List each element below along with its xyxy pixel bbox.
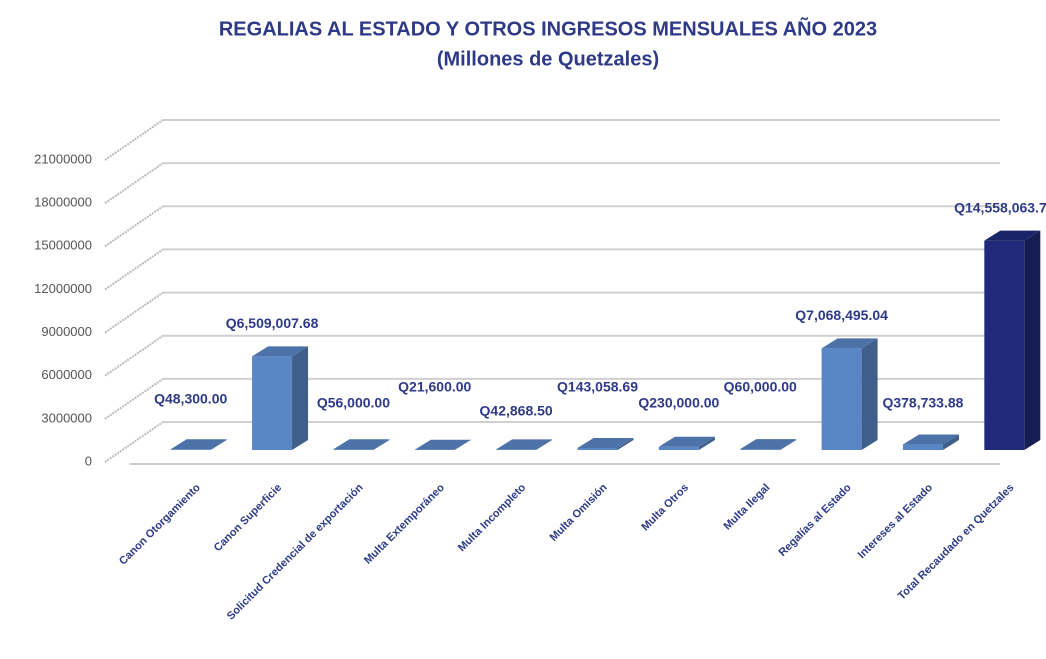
bar-top xyxy=(577,437,634,448)
bar-top xyxy=(252,346,309,357)
bar-top xyxy=(170,439,227,450)
value-label: Q143,058.69 xyxy=(557,379,638,395)
bar xyxy=(658,446,699,450)
y-tick-label: 21000000 xyxy=(34,151,92,166)
bar-side xyxy=(292,346,309,450)
value-label: Q230,000.00 xyxy=(638,395,719,411)
x-tick-label: Regalías al Estado xyxy=(777,482,854,559)
chart-title: REGALIAS AL ESTADO Y OTROS INGRESOS MENS… xyxy=(219,17,877,40)
x-tick-label: Solicitud Credencial de exportación xyxy=(225,481,366,622)
chart-subtitle: (Millones de Quetzales) xyxy=(437,48,659,70)
x-tick-label: Intereses al Estado xyxy=(856,482,936,562)
bar-top xyxy=(496,439,553,450)
y-tick-label: 15000000 xyxy=(34,238,92,253)
bar-side xyxy=(698,436,715,450)
x-tick-label: Multa Ilegal xyxy=(722,482,773,533)
value-label: Q48,300.00 xyxy=(154,391,227,407)
bar-side xyxy=(1024,230,1041,450)
value-label: Q21,600.00 xyxy=(398,379,471,395)
bar-side xyxy=(373,439,390,450)
bar-top xyxy=(740,439,797,450)
bar-top xyxy=(984,230,1041,241)
x-tick-label: Multa Omisión xyxy=(548,481,610,543)
x-tick-label: Multa Extemporáneo xyxy=(362,481,447,566)
grid-line-depth xyxy=(104,248,164,291)
bar-top xyxy=(902,434,959,445)
grid-line-depth xyxy=(104,378,164,420)
bar-side xyxy=(861,338,878,450)
value-label: Q60,000.00 xyxy=(724,379,797,395)
value-label: Q378,733.88 xyxy=(882,395,963,411)
grid-line-depth xyxy=(104,162,164,204)
bar-side xyxy=(454,439,471,450)
grid-line-depth xyxy=(104,334,164,377)
bar xyxy=(984,240,1025,450)
value-label: Q42,868.50 xyxy=(480,403,553,419)
bar xyxy=(170,449,211,450)
bar xyxy=(333,449,374,450)
bar xyxy=(740,449,781,450)
x-tick-label: Canon Superficie xyxy=(212,482,284,554)
bar-top xyxy=(821,338,878,349)
y-tick-label: 18000000 xyxy=(34,195,92,210)
grid-line-depth xyxy=(104,291,164,334)
value-label: Q6,509,007.68 xyxy=(226,315,319,331)
bar-top xyxy=(333,439,390,450)
grid-line-depth xyxy=(104,119,164,161)
bar xyxy=(821,348,862,450)
y-tick-label: 6000000 xyxy=(41,367,92,382)
bar-top xyxy=(658,436,715,447)
x-tick-label: Multa Incompleto xyxy=(456,481,529,554)
bar xyxy=(252,356,293,450)
y-tick-label: 9000000 xyxy=(41,324,92,339)
value-label: Q56,000.00 xyxy=(317,395,390,411)
value-label: Q7,068,495.04 xyxy=(795,307,888,323)
grid-line-depth xyxy=(104,205,164,248)
bar-side xyxy=(942,434,959,450)
x-tick-label: Multa Otros xyxy=(639,482,691,534)
bar-top xyxy=(414,439,471,450)
bar xyxy=(577,447,618,450)
grid-line-depth xyxy=(104,421,164,463)
bar-side xyxy=(210,439,227,450)
x-tick-label: Canon Otorgamiento xyxy=(117,481,203,567)
bar-side xyxy=(617,437,634,450)
value-label: Q14,558,063.79 xyxy=(954,199,1046,215)
bar xyxy=(902,444,943,450)
bar xyxy=(496,449,537,450)
bar-side xyxy=(780,439,797,450)
y-tick-label: 3000000 xyxy=(41,410,92,425)
y-tick-label: 12000000 xyxy=(34,281,92,296)
bar-side xyxy=(536,439,553,450)
y-tick-label: 0 xyxy=(85,453,92,468)
